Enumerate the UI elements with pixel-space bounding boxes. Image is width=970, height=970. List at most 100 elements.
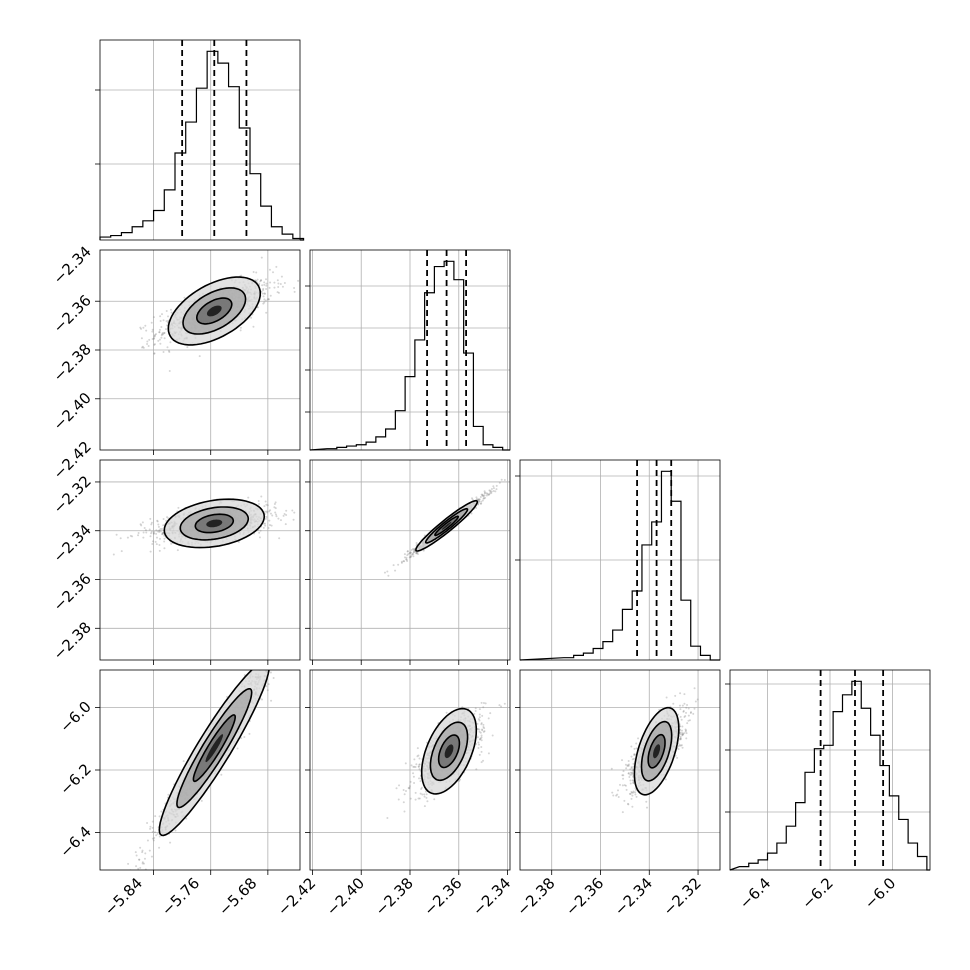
scatter-point (200, 799, 203, 802)
scatter-point (153, 352, 156, 355)
scatter-point (165, 519, 168, 522)
scatter-point (263, 656, 265, 658)
scatter-point (485, 494, 488, 497)
scatter-point (154, 333, 157, 336)
scatter-point (263, 292, 266, 295)
scatter-point (495, 484, 498, 487)
scatter-point (141, 346, 144, 349)
scatter-point (144, 529, 147, 532)
scatter-point (415, 552, 418, 555)
scatter-point (397, 563, 400, 566)
scatter-point (263, 283, 266, 286)
scatter-point (300, 630, 302, 632)
scatter-point (263, 292, 266, 295)
scatter-point (303, 511, 305, 513)
scatter-point (420, 788, 423, 791)
scatter-point (281, 651, 283, 653)
scatter-point (386, 817, 389, 820)
scatter-point (161, 533, 164, 536)
density-fill (441, 521, 452, 530)
scatter-point (258, 531, 261, 534)
scatter-point (239, 329, 242, 332)
scatter-point (490, 487, 493, 490)
scatter-point (161, 528, 164, 531)
scatter-point (283, 281, 286, 284)
scatter-point (631, 772, 634, 775)
scatter-point (252, 325, 255, 328)
scatter-point (273, 281, 276, 284)
scatter-point (268, 268, 271, 271)
scatter-point (631, 758, 634, 761)
scatter-point (682, 733, 685, 736)
scatter-point (484, 491, 487, 494)
scatter-point (406, 550, 409, 553)
scatter-point (274, 648, 276, 650)
scatter-point (127, 862, 130, 865)
scatter-point (503, 478, 506, 481)
scatter-point (160, 810, 163, 813)
scatter-point (260, 662, 262, 664)
scatter-point (243, 735, 246, 738)
scatter-point (292, 621, 294, 623)
scatter-point (145, 329, 148, 332)
scatter-point (280, 661, 282, 663)
scatter-point (278, 537, 281, 540)
scatter-point (263, 666, 265, 668)
scatter-point (483, 492, 486, 495)
scatter-point (265, 662, 267, 664)
scatter-point (151, 837, 154, 840)
scatter-point (665, 696, 668, 699)
scatter-point (277, 517, 280, 520)
scatter-point (183, 296, 186, 299)
scatter-point (286, 647, 288, 649)
scatter-point (146, 340, 149, 343)
scatter-point (149, 517, 152, 520)
density-panel-7 (95, 621, 302, 875)
scatter-point (486, 492, 489, 495)
scatter-point (185, 817, 188, 820)
scatter-point (151, 820, 154, 823)
scatter-point (168, 370, 171, 373)
scatter-point (262, 663, 264, 665)
scatter-point (269, 651, 271, 653)
scatter-point (679, 737, 682, 740)
scatter-point (165, 309, 168, 312)
scatter-point (412, 551, 415, 554)
axes-frame (99, 459, 301, 661)
scatter-point (154, 815, 157, 818)
scatter-point (267, 527, 270, 530)
scatter-point (162, 517, 165, 520)
scatter-point (149, 827, 152, 830)
scatter-point (483, 730, 486, 733)
scatter-point (152, 532, 155, 535)
scatter-point (277, 291, 280, 294)
density-content (112, 495, 305, 556)
scatter-point (407, 552, 410, 555)
contour-line (437, 734, 461, 769)
scatter-point (284, 523, 287, 526)
scatter-point (138, 858, 141, 861)
scatter-point (160, 336, 163, 339)
scatter-point (268, 655, 270, 657)
scatter-point (158, 537, 161, 540)
scatter-point (167, 315, 170, 318)
scatter-point (163, 332, 166, 335)
scatter-point (480, 722, 483, 725)
scatter-point (630, 766, 633, 769)
scatter-point (273, 652, 275, 654)
scatter-point (487, 493, 490, 496)
scatter-point (480, 761, 483, 764)
scatter-point (621, 759, 624, 762)
scatter-point (262, 302, 265, 305)
scatter-point (417, 797, 420, 800)
scatter-point (423, 793, 426, 796)
scatter-point (163, 547, 166, 550)
scatter-point (494, 490, 497, 493)
scatter-point (485, 492, 488, 495)
density-panel-8 (305, 669, 511, 875)
scatter-point (258, 282, 261, 285)
scatter-point (142, 862, 145, 865)
scatter-point (478, 500, 481, 503)
scatter-point (480, 723, 483, 726)
scatter-point (280, 275, 283, 278)
